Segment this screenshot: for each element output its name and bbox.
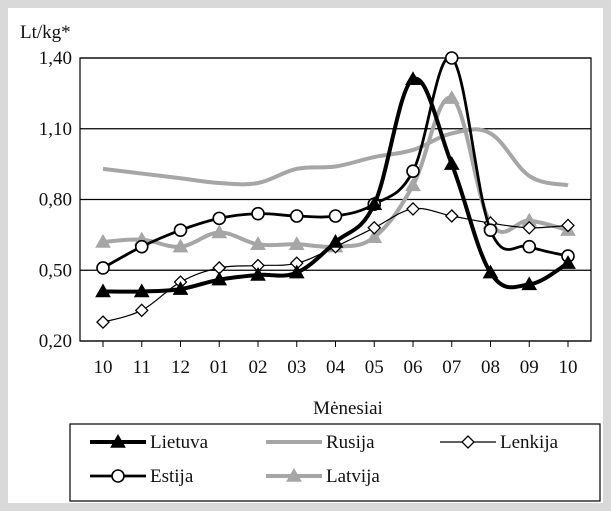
legend-item-lenkija: Lenkija: [440, 432, 559, 453]
triangle-marker: [286, 467, 302, 482]
x-tick-label: 05: [365, 357, 384, 378]
x-tick-label: 07: [442, 357, 461, 378]
legend-label: Estija: [150, 466, 194, 487]
diamond-marker: [444, 209, 459, 223]
line-chart: 1,40 1,10 0,80 0,50 0,20 10 11 12 01 02 03 04 05 06 07…: [20, 22, 601, 502]
circle-marker: [212, 211, 227, 226]
triangle-marker: [95, 283, 111, 298]
legend-item-lietuva: Lietuva: [90, 432, 209, 453]
diamond-marker: [367, 220, 382, 235]
circle-marker: [173, 223, 188, 237]
y-axis-title: Lt/kg*: [20, 22, 71, 43]
circle-marker: [134, 239, 149, 254]
circle-marker: [111, 469, 125, 483]
x-tick-label: 12: [171, 357, 190, 378]
legend-label: Rusija: [326, 432, 375, 453]
triangle-marker: [211, 224, 228, 239]
circle-marker: [289, 209, 304, 223]
x-tick-label: 09: [520, 357, 539, 378]
grid-layer: [80, 57, 591, 342]
axis-layer: 1,40 1,10 0,80 0,50 0,20 10 11 12 01 02 03 04 05 06 07…: [39, 48, 592, 378]
legend-label: Latvija: [326, 466, 380, 487]
legend-item-rusija: Rusija: [266, 432, 375, 453]
triangle-marker: [172, 281, 189, 295]
triangle-marker: [250, 236, 266, 251]
triangle-marker: [288, 264, 305, 279]
circle-marker: [96, 261, 110, 275]
circle-marker: [406, 164, 420, 178]
triangle-marker: [250, 266, 266, 281]
x-tick-label: 01: [210, 357, 229, 378]
series-lietuva: [95, 71, 576, 298]
diamond-marker: [134, 303, 149, 318]
series-latvija: [95, 90, 576, 253]
diamond-marker: [406, 202, 420, 216]
triangle-marker: [405, 71, 421, 85]
series-line: [102, 207, 569, 323]
triangle-marker: [172, 238, 189, 253]
circle-marker: [251, 206, 265, 221]
series-rusija: [102, 127, 569, 188]
diamond-marker: [522, 220, 537, 235]
triangle-marker: [443, 90, 460, 104]
x-tick-label: 03: [287, 357, 306, 378]
x-tick-label: 10: [559, 357, 578, 378]
x-tick-label: 02: [249, 357, 268, 378]
y-tick-label: 0,20: [39, 331, 72, 352]
circle-marker: [328, 209, 343, 223]
x-tick-label: 08: [481, 357, 500, 378]
x-tick-label: 11: [133, 357, 151, 378]
diamond-marker: [461, 435, 475, 449]
legend-box: [69, 423, 601, 502]
diamond-marker: [96, 315, 110, 330]
y-tick-label: 0,50: [39, 260, 72, 281]
series-line: [102, 76, 570, 294]
y-tick-label: 1,10: [39, 119, 72, 140]
diamond-marker: [561, 218, 575, 233]
triangle-marker: [482, 264, 499, 279]
legend-item-estija: Estija: [90, 466, 194, 487]
triangle-marker: [443, 156, 460, 170]
legend-item-latvija: Latvija: [266, 466, 380, 487]
x-tick-label: 06: [404, 357, 423, 378]
triangle-marker: [211, 271, 228, 286]
series-line: [102, 127, 569, 188]
x-tick-label: 04: [326, 357, 346, 378]
chart-frame: 1,40 1,10 0,80 0,50 0,20 10 11 12 01 02 03 04 05 06 07…: [8, 8, 603, 503]
triangle-marker: [133, 283, 150, 298]
circle-marker: [483, 223, 498, 237]
x-axis-title: Mėnesiai: [313, 398, 383, 419]
y-tick-label: 1,40: [39, 48, 72, 69]
legend: Lietuva Rusija Lenkija Estija Latvija: [69, 423, 601, 502]
series-layer: [95, 51, 576, 330]
triangle-marker: [288, 236, 305, 251]
triangle-marker: [560, 255, 576, 269]
legend-label: Lietuva: [150, 432, 209, 453]
circle-marker: [444, 51, 459, 65]
x-tick-label: 10: [94, 357, 113, 378]
legend-label: Lenkija: [500, 432, 559, 453]
triangle-marker: [366, 229, 383, 243]
circle-marker: [522, 239, 537, 254]
triangle-marker: [521, 276, 538, 291]
y-tick-label: 0,80: [39, 190, 72, 211]
triangle-marker: [95, 233, 111, 248]
triangle-marker: [405, 177, 421, 192]
triangle-marker: [110, 433, 126, 448]
triangle-marker: [366, 196, 383, 210]
triangle-marker: [327, 233, 344, 248]
